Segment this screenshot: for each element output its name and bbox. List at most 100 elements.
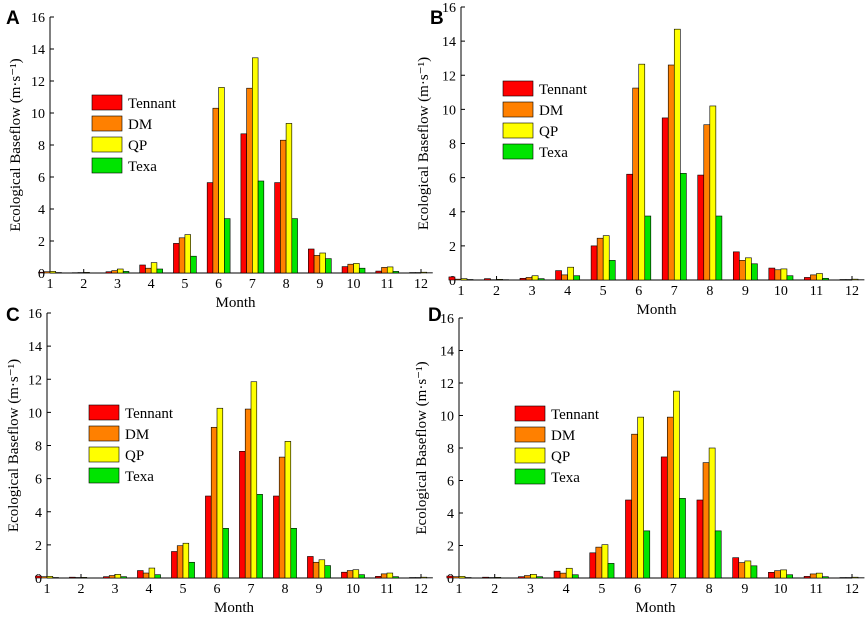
- bar-texa-month-8: [715, 215, 723, 281]
- x-tick-label: 4: [145, 582, 152, 597]
- x-tick-label: 1: [456, 582, 463, 597]
- bar-texa-month-8: [290, 528, 297, 579]
- bar-qp-month-8: [709, 105, 717, 281]
- y-tick-label: 14: [31, 43, 45, 58]
- legend: Tennant DM QP Texa: [502, 80, 588, 161]
- bar-dm-month-3: [525, 277, 533, 281]
- y-tick-label: 6: [35, 473, 42, 488]
- bar-dm-month-9: [738, 562, 746, 579]
- bar-tennant-month-3: [519, 277, 527, 281]
- bar-tennant-month-8: [696, 499, 704, 579]
- x-tick-label: 5: [179, 582, 186, 597]
- panel-letter: D: [428, 305, 442, 326]
- y-tick-label: 12: [442, 69, 456, 84]
- bar-qp-month-8: [285, 123, 293, 274]
- legend-label-tennant: Tennant: [539, 82, 588, 98]
- y-tick-label: 8: [35, 440, 42, 455]
- legend-swatch-tennant: [514, 405, 546, 422]
- x-tick-label: 7: [249, 277, 256, 292]
- x-tick-label: 1: [44, 582, 51, 597]
- bar-tennant-month-8: [274, 182, 281, 274]
- legend: Tennant DM QP Texa: [88, 404, 174, 485]
- x-tick-label: 6: [213, 582, 220, 597]
- bar-texa-month-3: [537, 278, 545, 281]
- bar-texa-month-3: [536, 576, 543, 579]
- y-tick-label: 14: [28, 340, 42, 355]
- legend-label-texa: Texa: [551, 470, 580, 486]
- legend: Tennant DM QP Texa: [514, 405, 600, 486]
- x-axis-title: Month: [635, 600, 676, 616]
- bar-dm-month-4: [142, 572, 150, 579]
- bar-tennant-month-4: [139, 264, 146, 274]
- bar-tennant-month-8: [697, 174, 705, 281]
- y-tick-label: 8: [38, 139, 45, 154]
- legend-swatch-qp: [88, 446, 120, 463]
- x-axis-title: Month: [215, 295, 256, 311]
- bar-qp-month-3: [530, 574, 537, 579]
- bar-tennant-month-11: [375, 576, 382, 579]
- bar-dm-month-1: [452, 576, 460, 579]
- bar-texa-month-11: [822, 277, 829, 281]
- bar-texa-month-3: [122, 271, 130, 274]
- bar-texa-month-4: [573, 275, 581, 281]
- bar-tennant-month-5: [173, 243, 180, 274]
- x-tick-label: 12: [845, 582, 859, 597]
- x-tick-label: 5: [181, 277, 188, 292]
- y-tick-label: 12: [28, 373, 42, 388]
- bar-dm-month-4: [559, 572, 567, 579]
- legend-swatch-tennant: [91, 94, 123, 111]
- x-tick-label: 11: [381, 277, 394, 292]
- bar-tennant-month-1: [446, 575, 454, 579]
- x-tick-label: 11: [810, 284, 823, 299]
- panel-letter: C: [6, 305, 20, 326]
- x-tick-label: 8: [706, 284, 713, 299]
- bar-texa-month-5: [607, 563, 615, 579]
- bar-dm-month-5: [178, 237, 186, 274]
- bar-qp-month-2: [496, 279, 503, 281]
- y-tick-label: 0: [35, 572, 42, 587]
- legend-swatch-qp: [91, 136, 123, 153]
- bar-texa-month-5: [188, 561, 195, 579]
- bar-tennant-month-6: [625, 499, 632, 579]
- legend-label-tennant: Tennant: [125, 406, 174, 422]
- bar-dm-month-9: [312, 561, 320, 579]
- bar-qp-month-4: [565, 567, 573, 579]
- y-tick-label: 6: [38, 171, 45, 186]
- bar-tennant-month-6: [205, 495, 212, 579]
- legend-swatch-qp: [502, 122, 534, 139]
- bar-qp-month-11: [386, 266, 394, 274]
- x-tick-label: 9: [742, 284, 749, 299]
- bar-dm-month-1: [43, 271, 51, 274]
- bar-qp-month-11: [816, 273, 823, 281]
- bar-tennant-month-7: [240, 133, 247, 274]
- bar-texa-month-6: [224, 218, 231, 274]
- bar-qp-month-7: [250, 381, 258, 579]
- bar-tennant-month-6: [206, 182, 214, 274]
- bar-texa-month-4: [571, 574, 579, 579]
- bar-qp-month-3: [117, 268, 124, 274]
- legend-label-dm: DM: [128, 117, 152, 133]
- bar-texa-month-11: [822, 576, 829, 579]
- bar-tennant-month-12: [409, 577, 416, 579]
- x-tick-label: 6: [635, 284, 642, 299]
- x-tick-label: 11: [810, 582, 823, 597]
- legend-label-dm: DM: [539, 103, 563, 119]
- bar-qp-month-6: [216, 407, 224, 579]
- bar-texa-month-7: [257, 180, 265, 274]
- y-tick-label: 12: [440, 377, 454, 392]
- legend-swatch-texa: [514, 468, 546, 485]
- bar-tennant-month-9: [732, 251, 740, 281]
- bar-dm-month-2: [74, 577, 82, 579]
- bar-texa-month-1: [466, 279, 474, 281]
- y-tick-label: 8: [449, 138, 456, 153]
- bar-texa-month-6: [222, 528, 229, 579]
- legend-label-tennant: Tennant: [128, 96, 177, 112]
- bar-dm-month-3: [111, 270, 118, 274]
- bar-texa-month-4: [154, 574, 161, 579]
- bar-dm-month-1: [454, 278, 462, 281]
- legend-swatch-dm: [91, 115, 123, 132]
- y-axis-title: Ecological Baseflow (m·s⁻¹): [416, 57, 432, 230]
- y-axis-title: Ecological Baseflow (m·s⁻¹): [6, 359, 22, 532]
- y-tick-label: 4: [447, 507, 454, 522]
- bar-dm-month-11: [381, 267, 388, 274]
